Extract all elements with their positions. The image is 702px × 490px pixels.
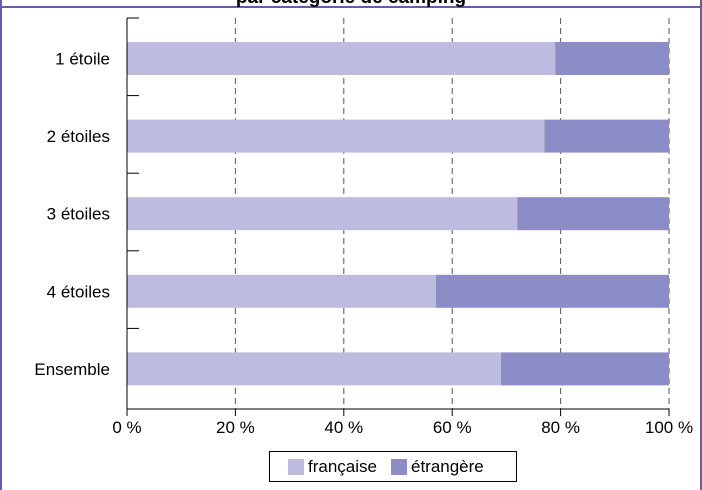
chart-frame-top-border [0, 6, 702, 8]
x-tick-label: 80 % [541, 418, 580, 437]
legend-label-francaise: française [308, 456, 377, 476]
bar-1-4 [500, 352, 669, 386]
labels: 1 étoile 2 étoiles 3 étoiles 4 étoiles Ensem… [34, 50, 693, 438]
legend-swatch-etrangere [390, 458, 407, 475]
legend: française étrangère [269, 451, 517, 482]
x-tick-label: 40 % [324, 418, 363, 437]
bar-1-1 [544, 119, 669, 153]
category-label: 3 étoiles [47, 205, 110, 224]
legend-item-etrangere: étrangère [390, 456, 484, 477]
category-label: 4 étoiles [47, 282, 110, 301]
category-label: 2 étoiles [47, 127, 110, 146]
bar-0-3 [127, 274, 436, 308]
bar-1-2 [517, 197, 669, 231]
bar-0-2 [127, 197, 518, 231]
legend-item-francaise: française [288, 457, 377, 477]
bar-0-1 [127, 119, 545, 153]
x-tick-label: 0 % [112, 418, 141, 437]
bars [127, 42, 669, 386]
bar-1-0 [555, 42, 669, 75]
chart-title: par catégorie de camping [0, 0, 702, 9]
legend-swatch-francaise [288, 458, 304, 475]
bar-1-3 [435, 274, 669, 308]
category-label: Ensemble [34, 360, 110, 379]
bar-0-0 [127, 42, 556, 75]
x-tick-label: 60 % [433, 418, 472, 437]
legend-label-etrangere: étrangère [410, 456, 484, 476]
bar-0-4 [127, 352, 501, 386]
x-tick-label: 20 % [216, 418, 255, 437]
x-tick-label: 100 % [645, 418, 693, 437]
axes [126, 17, 670, 416]
category-label: 1 étoile [55, 50, 110, 69]
